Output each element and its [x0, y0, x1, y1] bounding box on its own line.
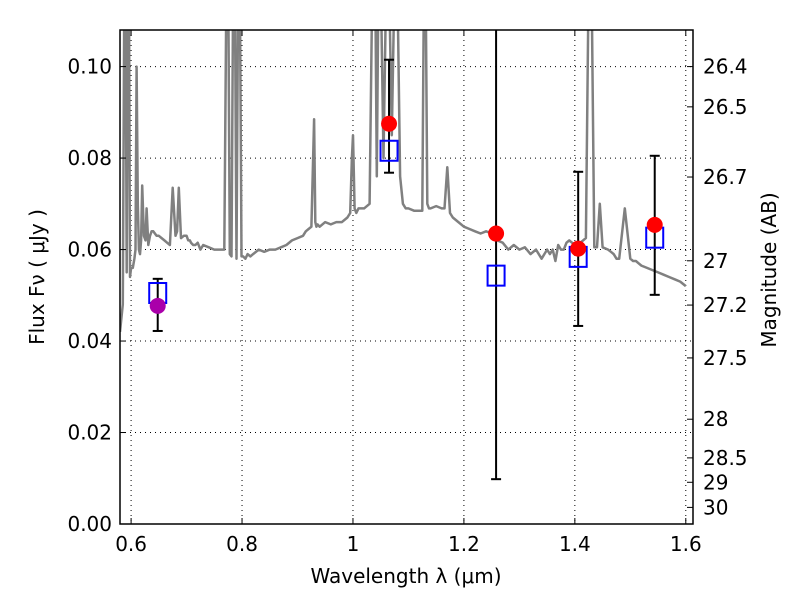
- y-tick-label: 0.02: [67, 421, 112, 445]
- observed-photometry-point: [149, 297, 166, 314]
- observed-photometry-point: [381, 115, 398, 132]
- magnitude-tick-label: 27: [703, 249, 728, 273]
- model-photometry-square: [486, 264, 506, 287]
- x-tick-label: 1.4: [559, 532, 591, 556]
- x-tick-labels: 0.6 0.8 1 1.2 1.4 1.6: [115, 532, 702, 556]
- magnitude-tick-label: 27.5: [703, 346, 748, 370]
- magnitude-tick-label: 26.4: [703, 55, 748, 79]
- magnitude-axis-label: Magnitude (AB): [757, 192, 781, 347]
- magnitude-tick-label: 26.5: [703, 95, 748, 119]
- magnitude-tick-label: 26.7: [703, 165, 748, 189]
- y-axis-label: Flux Fν ( μJy ): [25, 209, 49, 345]
- y-tick-label: 0.10: [67, 55, 112, 79]
- magnitude-tick-label: 30: [703, 495, 728, 519]
- spectrum-line: [120, 30, 687, 333]
- model-photometry-square: [379, 139, 399, 162]
- x-tick-label: 1: [347, 532, 360, 556]
- observed-photometry-point: [488, 225, 505, 242]
- x-tick-label: 0.6: [115, 532, 147, 556]
- y-tick-label: 0.08: [67, 146, 112, 170]
- y-tick-label: 0.06: [67, 238, 112, 262]
- ticks: [120, 30, 693, 525]
- magnitude-tick-label: 27.2: [703, 293, 748, 317]
- y-tick-labels: 0.00 0.02 0.04 0.06 0.08 0.10: [67, 55, 112, 536]
- y-tick-label: 0.04: [67, 329, 112, 353]
- x-tick-label: 1.2: [448, 532, 480, 556]
- magnitude-tick-label: 29: [703, 470, 728, 494]
- points-layer: [148, 30, 665, 481]
- magnitude-tick-label: 28: [703, 407, 728, 431]
- x-tick-label: 0.8: [226, 532, 258, 556]
- spectrum-layer: [120, 30, 687, 333]
- y-tick-label: 0.00: [67, 512, 112, 536]
- x-axis-label: Wavelength λ (μm): [310, 564, 501, 588]
- observed-photometry-point: [570, 240, 587, 257]
- x-tick-label: 1.6: [670, 532, 702, 556]
- magnitude-tick-label: 28.5: [703, 446, 748, 470]
- observed-photometry-point: [646, 216, 663, 233]
- plot-frame: [119, 29, 694, 525]
